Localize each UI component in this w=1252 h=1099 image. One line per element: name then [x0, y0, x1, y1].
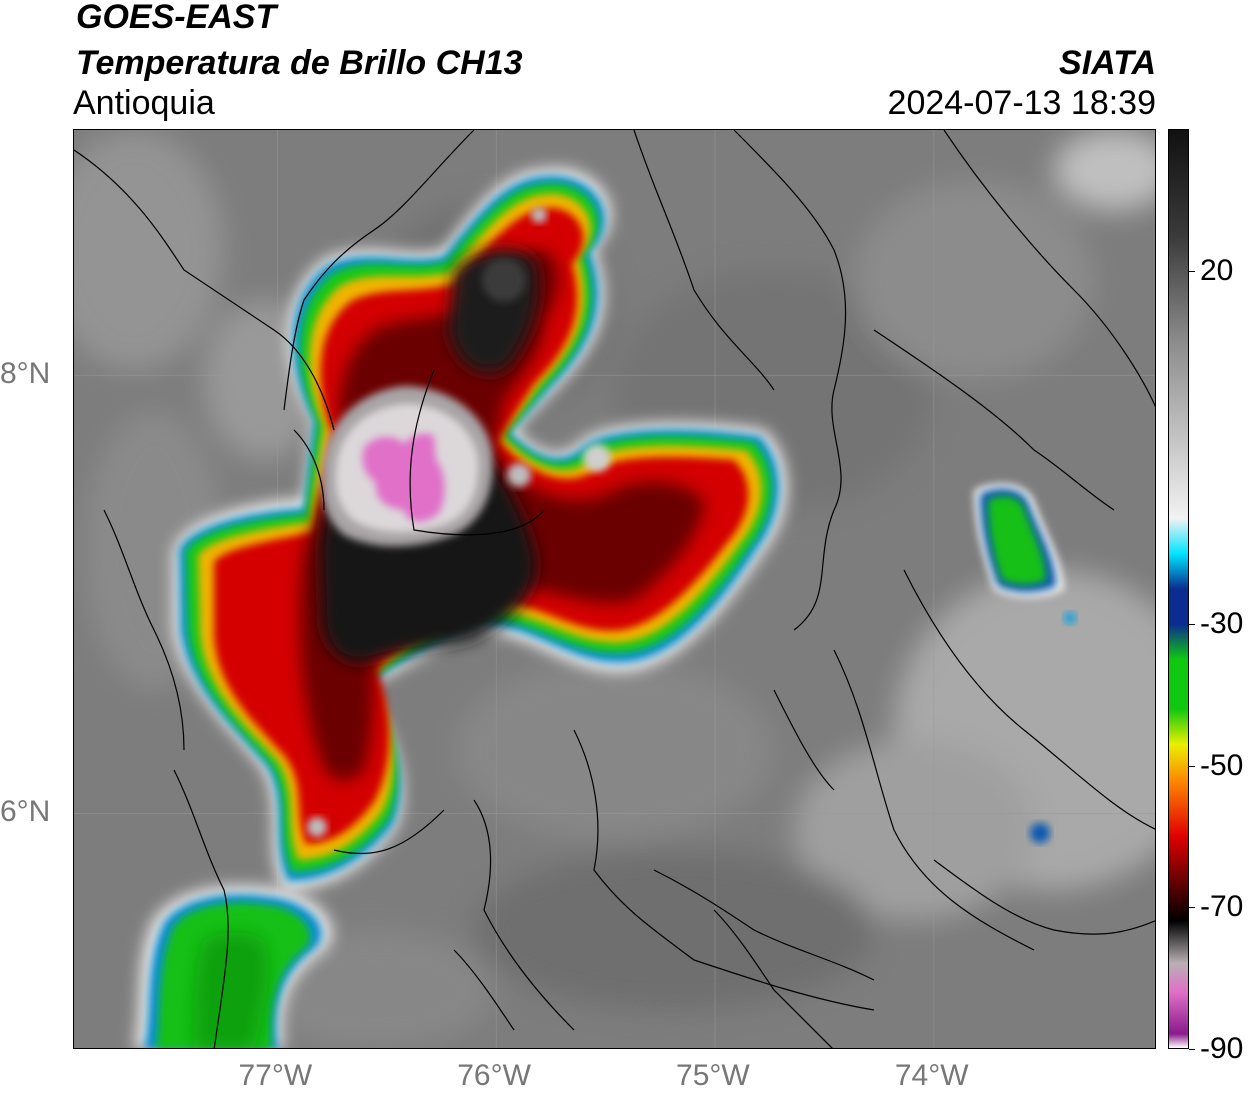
- storm-east: [974, 483, 1076, 843]
- colorbar-tick-mark: [1189, 907, 1195, 909]
- colorbar-tick-mark: [1189, 270, 1195, 272]
- political-borders: [74, 130, 1155, 1048]
- lat-tick-label: 8°N: [0, 357, 51, 391]
- colorbar-tick-label: -90: [1200, 1032, 1244, 1065]
- colorbar-tick-label: 20: [1200, 253, 1234, 287]
- product-title: Temperatura de Brillo CH13: [76, 44, 523, 82]
- brightness-temperature-map: [73, 129, 1156, 1049]
- temperature-colorbar: [1168, 129, 1189, 1049]
- colorbar-tick-mark: [1189, 1049, 1195, 1050]
- colorbar-tick-mark: [1189, 624, 1195, 626]
- storm-complex-main: [174, 168, 787, 891]
- colorbar-tick-label: -30: [1200, 607, 1244, 641]
- lon-tick-label: 77°W: [238, 1059, 313, 1092]
- timestamp-label: 2024-07-13 18:39: [887, 84, 1156, 122]
- lon-tick-label: 74°W: [894, 1059, 969, 1092]
- storm-southwest: [134, 886, 332, 1048]
- lon-tick-label: 75°W: [676, 1059, 750, 1092]
- lon-tick-label: 76°W: [457, 1059, 531, 1092]
- background-clouds: [74, 130, 1155, 1048]
- satellite-title: GOES-EAST: [76, 0, 277, 36]
- lat-tick-label: 6°N: [0, 795, 51, 829]
- colorbar-tick-label: -70: [1200, 890, 1244, 924]
- region-label: Antioquia: [73, 84, 215, 122]
- colorbar-tick-mark: [1189, 765, 1195, 767]
- map-canvas: [74, 130, 1155, 1048]
- organization-label: SIATA: [1059, 44, 1156, 82]
- colorbar-tick-label: -50: [1200, 748, 1244, 782]
